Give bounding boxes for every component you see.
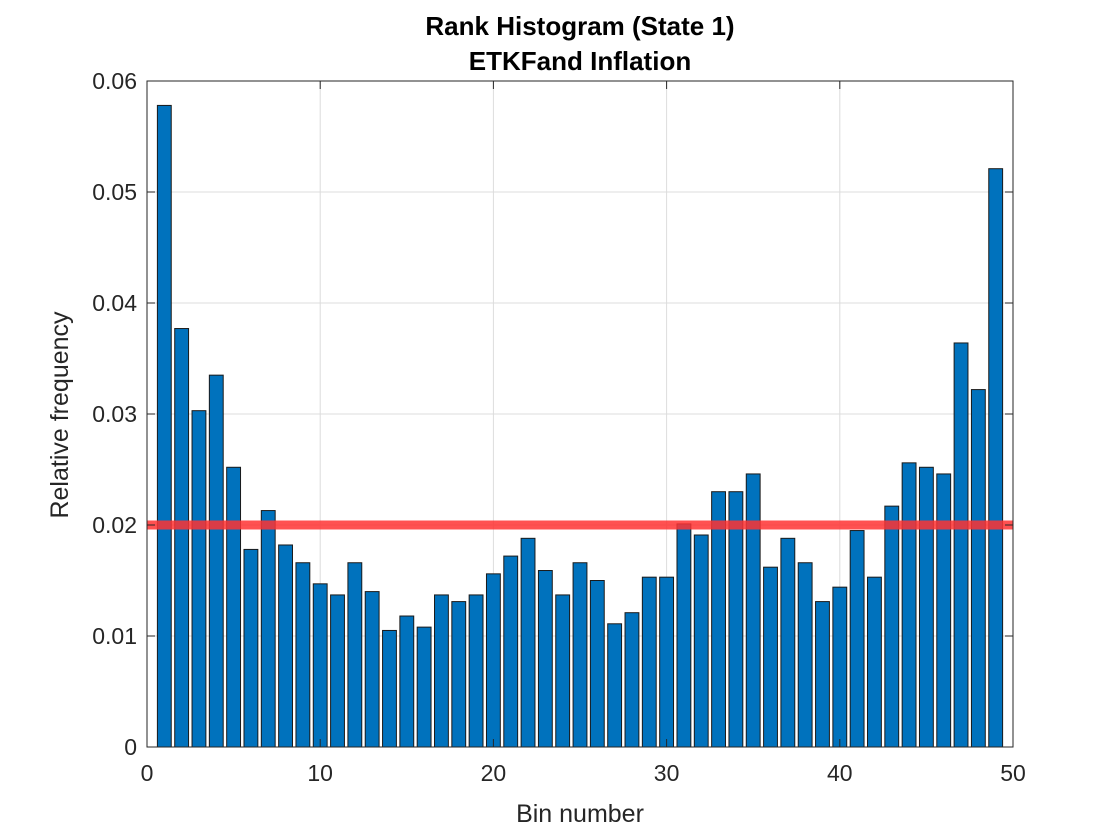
bars (156, 104, 1004, 748)
bar (503, 555, 519, 748)
bar (867, 576, 882, 748)
bar (936, 473, 952, 748)
bar (434, 594, 449, 748)
x-axis-label: Bin number (516, 800, 644, 828)
bar (243, 548, 259, 748)
y-tick-label: 0.01 (92, 623, 137, 649)
chart-title: Rank Histogram (State 1) (425, 11, 734, 41)
bar (953, 342, 969, 748)
x-tick-label: 0 (141, 760, 154, 786)
bar (191, 410, 207, 748)
x-tick-label: 40 (827, 760, 853, 786)
bar (607, 623, 623, 748)
bar (278, 544, 293, 748)
bar (745, 473, 761, 748)
bar (295, 562, 311, 748)
bar (416, 626, 432, 748)
y-tick-label: 0.03 (92, 401, 137, 427)
bar (884, 505, 900, 748)
bar (641, 576, 657, 748)
x-tick-label: 50 (1000, 760, 1026, 786)
y-tick-label: 0.06 (92, 68, 137, 94)
y-tick-label: 0.02 (92, 512, 137, 538)
bar (918, 466, 934, 748)
bar (555, 594, 571, 748)
bar (156, 104, 172, 748)
y-tick-label: 0.05 (92, 179, 137, 205)
bar (208, 374, 224, 748)
x-tick-label: 20 (481, 760, 507, 786)
bar (815, 601, 830, 748)
bar (572, 562, 588, 748)
y-axis-label: Relative frequency (46, 311, 74, 519)
bar (468, 594, 484, 748)
x-tick-label: 30 (654, 760, 680, 786)
bar (347, 562, 363, 748)
bar (174, 328, 190, 748)
bar (330, 594, 345, 748)
bar (763, 566, 778, 748)
chart-subtitle: ETKFand Inflation (469, 46, 691, 76)
y-tick-label: 0 (124, 734, 137, 760)
bar (537, 570, 553, 748)
bar (520, 537, 536, 748)
bar (364, 591, 380, 748)
bar (797, 562, 813, 748)
axes-box (146, 80, 1014, 748)
bar (382, 629, 397, 748)
bar (659, 576, 675, 748)
bar (728, 491, 744, 748)
bar (970, 389, 986, 748)
bar (260, 510, 276, 748)
bar (676, 523, 692, 748)
bar (711, 491, 726, 748)
bar (988, 168, 1004, 748)
bar (451, 601, 467, 748)
bar (780, 537, 796, 748)
y-tick-labels: 0 0.01 0.02 0.03 0.04 0.05 0.06 (92, 68, 137, 760)
bar (399, 615, 415, 748)
bar (832, 586, 848, 748)
bar (226, 466, 242, 748)
bar (589, 580, 605, 748)
bar (901, 462, 917, 748)
bar (312, 583, 328, 748)
bar (624, 612, 640, 748)
bar (693, 534, 709, 748)
bar (849, 530, 865, 748)
bar (485, 573, 501, 748)
y-tick-label: 0.04 (92, 290, 137, 316)
x-tick-labels: 0 10 20 30 40 50 (141, 760, 1026, 786)
x-tick-label: 10 (307, 760, 333, 786)
